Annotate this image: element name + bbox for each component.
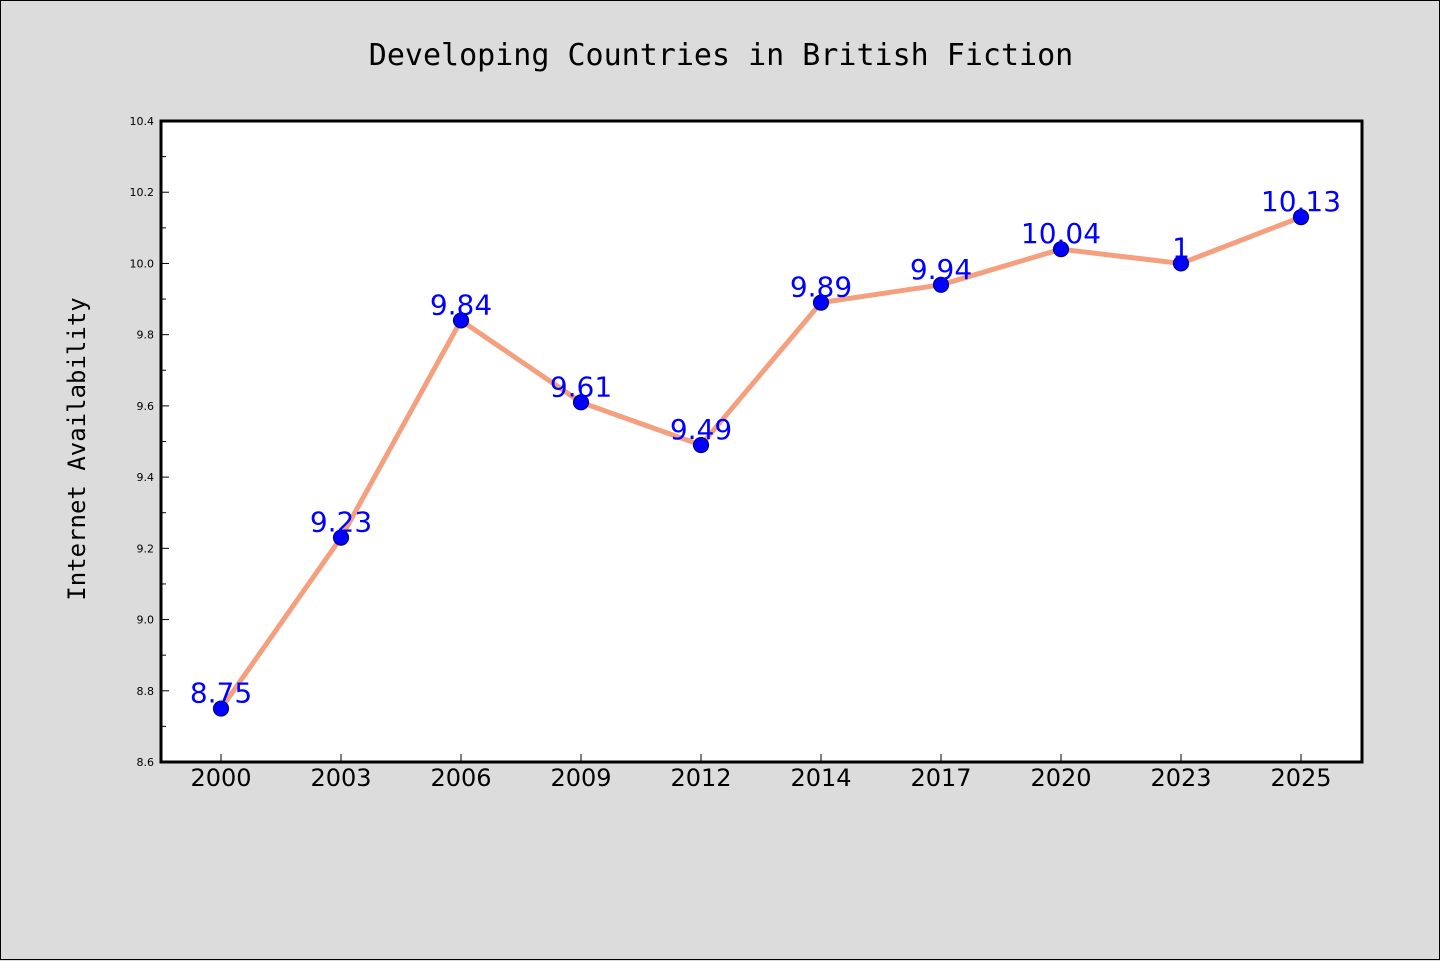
data-label: 9.61	[550, 370, 612, 403]
x-tick-label: 2006	[430, 764, 491, 792]
data-point	[1292, 209, 1310, 226]
series-line	[218, 214, 1304, 712]
data-point	[812, 294, 830, 311]
y-tick-label: 9.0	[137, 614, 155, 627]
data-label: 9.49	[670, 413, 732, 446]
y-tick-label: 10.2	[130, 186, 155, 199]
data-label: 9.23	[310, 506, 372, 539]
x-tick-label: 2020	[1030, 764, 1091, 792]
data-label: 9.94	[910, 253, 972, 286]
data-point	[572, 394, 590, 411]
data-point	[332, 529, 350, 546]
x-tick-label: 2012	[670, 764, 731, 792]
data-point	[452, 312, 470, 329]
data-label: 10.13	[1261, 185, 1341, 218]
data-label: 9.84	[430, 288, 492, 321]
x-tick-label: 2003	[310, 764, 371, 792]
y-tick-label: 9.6	[137, 400, 155, 413]
data-point	[692, 436, 710, 454]
y-tick-label: 10.4	[130, 115, 155, 128]
x-tick-label: 2017	[910, 764, 971, 792]
series-layer	[212, 209, 1310, 717]
y-tick-label: 8.6	[137, 756, 155, 769]
x-tick-label: 2014	[790, 764, 851, 792]
y-tick-label: 10.0	[130, 257, 155, 270]
data-label: 1	[1172, 231, 1190, 264]
x-axis: 2000 2003 2006 2009 2012 2014 2017 2020 2023 2025	[190, 754, 1332, 792]
data-point	[1172, 255, 1190, 272]
plot-frame	[159, 119, 1364, 764]
y-tick-label: 9.8	[137, 329, 155, 342]
chart-title: Developing Countries in British Fiction	[369, 38, 1073, 73]
x-tick-label: 2023	[1150, 764, 1211, 792]
x-tick-label: 2009	[550, 764, 611, 792]
data-label: 9.89	[790, 271, 852, 304]
data-labels: 8.75 9.23 9.84 9.61 9.49 9.89 9.94 10.04 1 10.13	[190, 185, 1341, 709]
data-label: 10.04	[1021, 217, 1101, 250]
y-axis: 8.6 8.8 9.0 9.2 9.4 9.6 9.8 10.0 10.2 10.4	[130, 115, 169, 769]
plot-area	[161, 121, 1362, 762]
x-tick-label: 2025	[1270, 764, 1331, 792]
data-label: 8.75	[190, 677, 252, 710]
x-tick-label: 2000	[190, 764, 251, 792]
data-point	[1052, 241, 1070, 258]
y-tick-label: 9.2	[137, 542, 155, 555]
y-axis-label: Internet Availability	[63, 297, 91, 600]
data-point	[932, 276, 950, 293]
data-point	[212, 700, 230, 717]
y-tick-label: 9.4	[137, 471, 155, 484]
y-tick-label: 8.8	[137, 685, 155, 698]
